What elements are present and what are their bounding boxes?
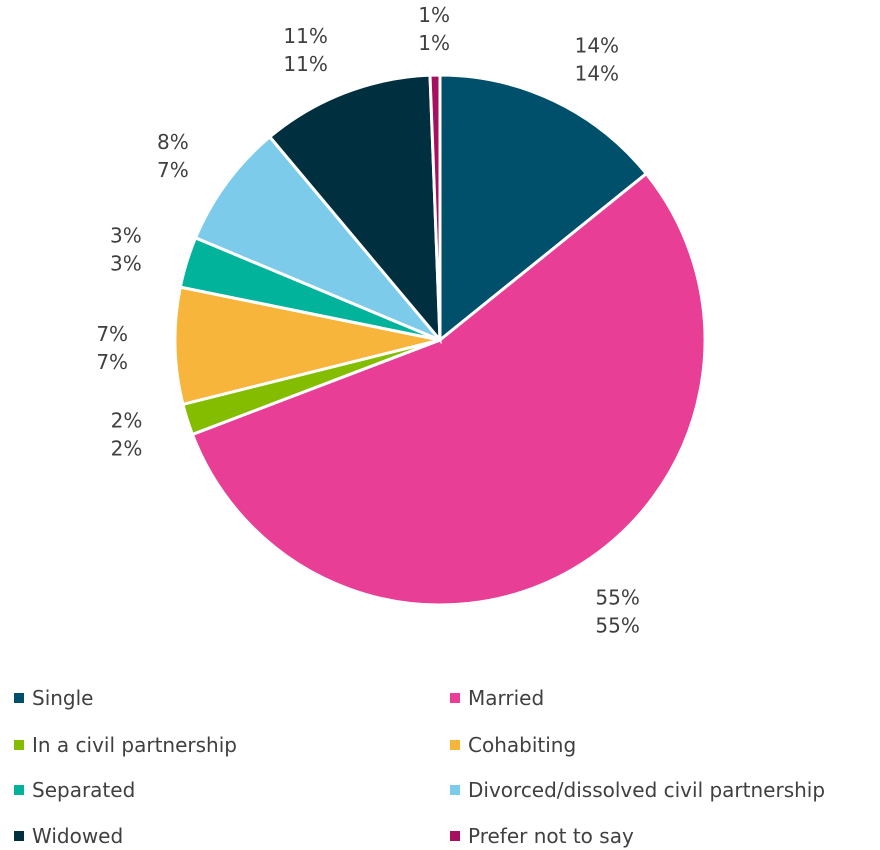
legend-swatch — [14, 693, 24, 703]
data-label: 55% — [595, 586, 639, 610]
data-label: 2% — [111, 437, 143, 461]
legend-item-civil-partnership: In a civil partnership — [14, 731, 237, 759]
legend-item-married: Married — [450, 684, 544, 712]
legend-label: In a civil partnership — [32, 733, 237, 757]
legend-label: Cohabiting — [468, 733, 577, 757]
pie-slice-widowed — [267, 73, 442, 345]
data-label: 55% — [595, 614, 639, 638]
legend-label: Married — [468, 686, 545, 710]
pie-slice-married — [190, 171, 707, 607]
legend-label: Separated — [32, 778, 136, 802]
data-label: 11% — [283, 24, 327, 48]
data-label: 1% — [418, 31, 450, 55]
legend-item-prefer-not-to-say: Prefer not to say — [450, 822, 634, 850]
legend-swatch — [450, 831, 460, 841]
data-label: 7% — [96, 322, 128, 346]
legend-swatch — [14, 740, 24, 750]
legend-item-separated: Separated — [14, 776, 135, 804]
legend-label: Prefer not to say — [468, 824, 634, 848]
legend-swatch — [14, 831, 24, 841]
legend-label: Single — [32, 686, 94, 710]
legend-label: Widowed — [32, 824, 124, 848]
data-label: 11% — [283, 52, 327, 76]
data-label: 2% — [111, 409, 143, 433]
data-label: 14% — [575, 34, 619, 58]
legend-swatch — [14, 785, 24, 795]
pie-slice-cohabiting — [173, 285, 441, 407]
legend: Single Married In a civil partnership Co… — [0, 640, 880, 848]
pie-slice-single — [438, 73, 649, 344]
legend-item-widowed: Widowed — [14, 822, 123, 850]
data-label: 7% — [96, 350, 128, 374]
pie-slice-divorced-dissolved-civil-partnership — [193, 134, 442, 342]
data-label: 3% — [110, 251, 142, 275]
data-label: 1% — [418, 3, 450, 27]
pie-chart: 14% 14% 55% 55% 2% 2% 7% 7% 3% 3% 8% 7% 11% 11% 1% 1% — [96, 3, 707, 638]
legend-item-cohabiting: Cohabiting — [450, 731, 576, 759]
data-label: 8% — [157, 130, 189, 154]
legend-item-divorced: Divorced/dissolved civil partnership — [450, 776, 825, 804]
legend-swatch — [450, 785, 460, 795]
legend-label: Divorced/dissolved civil partnership — [468, 778, 826, 802]
legend-swatch — [450, 740, 460, 750]
data-label: 14% — [575, 62, 619, 86]
pie-slice-prefer-not-to-say — [428, 73, 442, 341]
data-label: 7% — [157, 158, 189, 182]
legend-item-single: Single — [14, 684, 93, 712]
data-label: 3% — [110, 223, 142, 247]
legend-swatch — [450, 693, 460, 703]
